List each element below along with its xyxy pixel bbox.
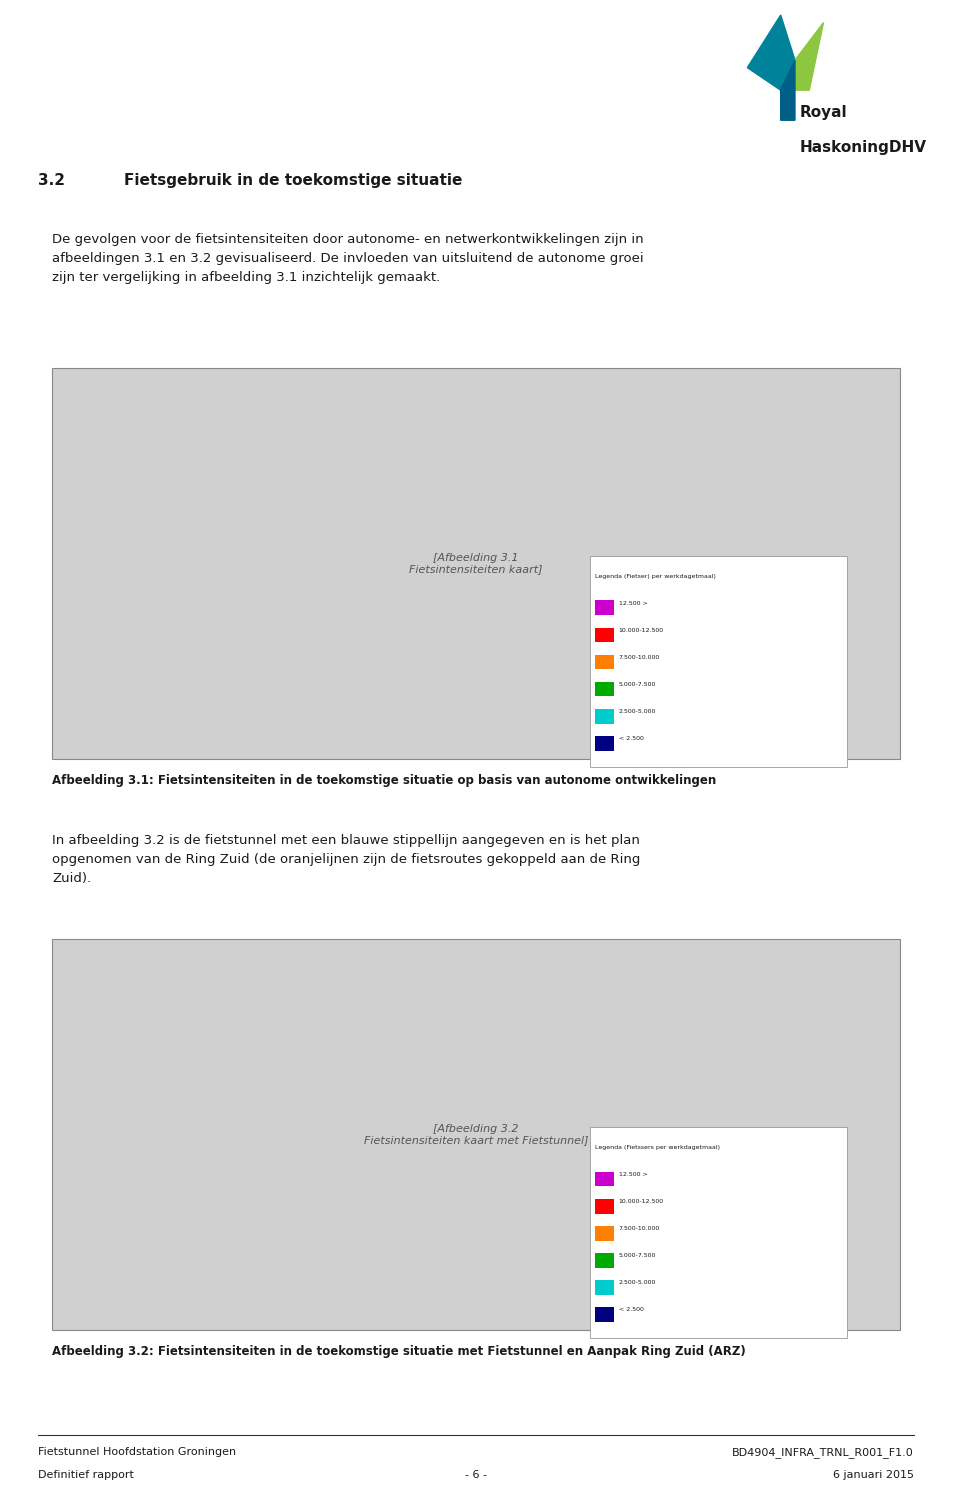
Text: Definitief rapport: Definitief rapport bbox=[38, 1470, 134, 1480]
Bar bbox=[595, 601, 614, 615]
Bar bbox=[595, 1226, 614, 1240]
Text: 12.500 >: 12.500 > bbox=[619, 1172, 648, 1177]
Polygon shape bbox=[795, 23, 824, 90]
Text: Legenda (Fietser) per werkdagetmaal): Legenda (Fietser) per werkdagetmaal) bbox=[595, 574, 716, 579]
Text: < 2.500: < 2.500 bbox=[619, 736, 644, 741]
Text: 10.000-12.500: 10.000-12.500 bbox=[619, 1199, 664, 1204]
Bar bbox=[595, 1199, 614, 1213]
Bar bbox=[595, 1172, 614, 1186]
Text: Afbeelding 3.2: Fietsintensiteiten in de toekomstige situatie met Fietstunnel en: Afbeelding 3.2: Fietsintensiteiten in de… bbox=[53, 1345, 746, 1359]
Text: In afbeelding 3.2 is de fietstunnel met een blauwe stippellijn aangegeven en is : In afbeelding 3.2 is de fietstunnel met … bbox=[53, 834, 640, 885]
Text: Legenda (Fietssers per werkdagetmaal): Legenda (Fietssers per werkdagetmaal) bbox=[595, 1145, 720, 1150]
Text: 12.500 >: 12.500 > bbox=[619, 601, 648, 606]
Text: 7.500-10.000: 7.500-10.000 bbox=[619, 655, 660, 660]
Bar bbox=[595, 682, 614, 696]
FancyBboxPatch shape bbox=[590, 1127, 848, 1338]
Text: HaskoningDHV: HaskoningDHV bbox=[800, 140, 926, 155]
Bar bbox=[595, 1306, 614, 1321]
Text: 2.500-5.000: 2.500-5.000 bbox=[619, 709, 657, 714]
Bar bbox=[595, 1279, 614, 1294]
Text: 3.2: 3.2 bbox=[38, 173, 65, 188]
Text: Fietsgebruik in de toekomstige situatie: Fietsgebruik in de toekomstige situatie bbox=[124, 173, 462, 188]
FancyBboxPatch shape bbox=[53, 939, 900, 1330]
Text: 6 januari 2015: 6 januari 2015 bbox=[833, 1470, 914, 1480]
Bar bbox=[595, 709, 614, 723]
FancyBboxPatch shape bbox=[53, 368, 900, 759]
FancyBboxPatch shape bbox=[590, 556, 848, 767]
Text: 5.000-7.500: 5.000-7.500 bbox=[619, 682, 657, 687]
Text: Fietstunnel Hoofdstation Groningen: Fietstunnel Hoofdstation Groningen bbox=[38, 1447, 236, 1458]
Bar bbox=[595, 1254, 614, 1267]
Text: - 6 -: - 6 - bbox=[465, 1470, 487, 1480]
Polygon shape bbox=[780, 60, 795, 120]
Bar bbox=[595, 628, 614, 642]
Text: Royal: Royal bbox=[800, 105, 848, 120]
Text: De gevolgen voor de fietsintensiteiten door autonome- en netwerkontwikkelingen z: De gevolgen voor de fietsintensiteiten d… bbox=[53, 233, 644, 284]
Text: 10.000-12.500: 10.000-12.500 bbox=[619, 628, 664, 633]
Text: [Afbeelding 3.1
Fietsintensiteiten kaart]: [Afbeelding 3.1 Fietsintensiteiten kaart… bbox=[409, 553, 542, 574]
Text: Afbeelding 3.1: Fietsintensiteiten in de toekomstige situatie op basis van auton: Afbeelding 3.1: Fietsintensiteiten in de… bbox=[53, 774, 716, 788]
Text: 7.500-10.000: 7.500-10.000 bbox=[619, 1226, 660, 1231]
Bar bbox=[595, 736, 614, 750]
Text: [Afbeelding 3.2
Fietsintensiteiten kaart met Fietstunnel]: [Afbeelding 3.2 Fietsintensiteiten kaart… bbox=[364, 1124, 588, 1145]
Text: < 2.500: < 2.500 bbox=[619, 1308, 644, 1312]
Text: 2.500-5.000: 2.500-5.000 bbox=[619, 1281, 657, 1285]
Text: BD4904_INFRA_TRNL_R001_F1.0: BD4904_INFRA_TRNL_R001_F1.0 bbox=[732, 1447, 914, 1458]
Text: 5.000-7.500: 5.000-7.500 bbox=[619, 1254, 657, 1258]
Polygon shape bbox=[747, 15, 795, 90]
Bar bbox=[595, 655, 614, 669]
